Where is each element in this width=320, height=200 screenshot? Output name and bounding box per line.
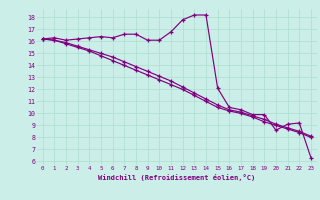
X-axis label: Windchill (Refroidissement éolien,°C): Windchill (Refroidissement éolien,°C) (98, 174, 255, 181)
